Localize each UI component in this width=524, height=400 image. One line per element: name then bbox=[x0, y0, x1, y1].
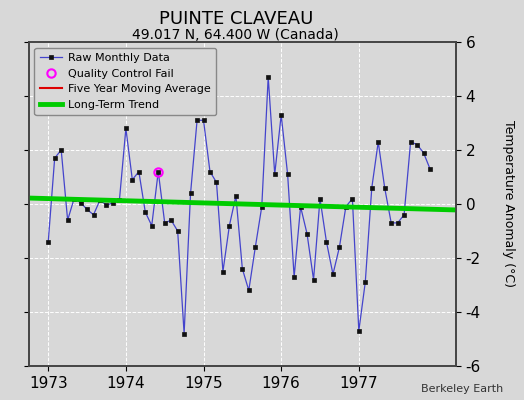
Raw Monthly Data bbox=[174, 229, 181, 234]
Line: Raw Monthly Data: Raw Monthly Data bbox=[46, 75, 432, 336]
Raw Monthly Data bbox=[110, 200, 116, 205]
Raw Monthly Data bbox=[427, 166, 433, 171]
Raw Monthly Data bbox=[298, 204, 304, 209]
Text: Berkeley Earth: Berkeley Earth bbox=[421, 384, 503, 394]
Legend: Raw Monthly Data, Quality Control Fail, Five Year Moving Average, Long-Term Tren: Raw Monthly Data, Quality Control Fail, … bbox=[35, 48, 216, 115]
Raw Monthly Data bbox=[265, 75, 271, 80]
Raw Monthly Data bbox=[155, 169, 161, 174]
Text: 49.017 N, 64.400 W (Canada): 49.017 N, 64.400 W (Canada) bbox=[133, 28, 339, 42]
Raw Monthly Data bbox=[45, 239, 51, 244]
Y-axis label: Temperature Anomaly (°C): Temperature Anomaly (°C) bbox=[501, 120, 515, 288]
Raw Monthly Data bbox=[181, 331, 187, 336]
Raw Monthly Data bbox=[142, 210, 148, 214]
Raw Monthly Data bbox=[168, 218, 174, 222]
Text: PUINTE CLAVEAU: PUINTE CLAVEAU bbox=[159, 10, 313, 28]
